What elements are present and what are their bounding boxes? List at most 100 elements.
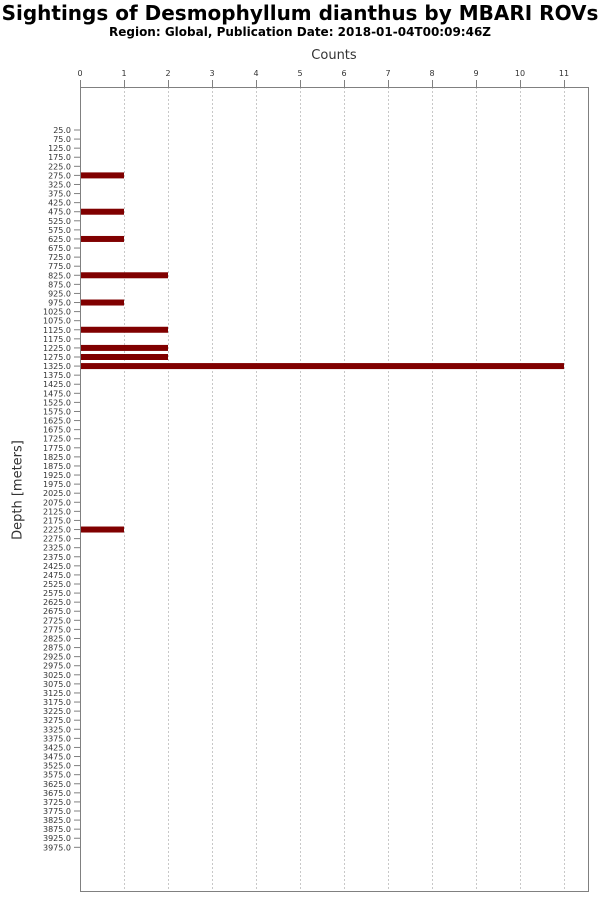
y-tick-label: 25.0	[53, 126, 71, 135]
y-tick-label: 2075.0	[43, 498, 71, 507]
y-tick-label: 2775.0	[43, 625, 71, 634]
y-tick-label: 2575.0	[43, 589, 71, 598]
bar	[80, 299, 124, 306]
x-tick-label: 0	[77, 69, 82, 78]
y-tick-label: 1525.0	[43, 398, 71, 407]
y-tick-label: 2175.0	[43, 516, 71, 525]
y-tick-label: 1775.0	[43, 444, 71, 453]
y-tick-label: 1625.0	[43, 417, 71, 426]
bar	[80, 208, 124, 215]
y-tick-label: 3475.0	[43, 753, 71, 762]
bar	[80, 354, 168, 360]
y-tick-label: 3825.0	[43, 816, 71, 825]
y-tick-label: 225.0	[48, 162, 71, 171]
y-tick-label: 2375.0	[43, 553, 71, 562]
y-tick-label: 1325.0	[43, 362, 71, 371]
y-tick-label: 875.0	[48, 280, 71, 289]
x-tick-label: 2	[165, 69, 170, 78]
y-tick-label: 3425.0	[43, 743, 71, 752]
y-tick-label: 1375.0	[43, 371, 71, 380]
y-tick-label: 1475.0	[43, 389, 71, 398]
bar	[80, 326, 168, 333]
y-tick-label: 1925.0	[43, 471, 71, 480]
chart-subtitle: Region: Global, Publication Date: 2018-0…	[108, 25, 492, 39]
y-tick-label: 2725.0	[43, 616, 71, 625]
y-tick-label: 2975.0	[43, 662, 71, 671]
y-tick-label: 2275.0	[43, 535, 71, 544]
y-tick-label: 2475.0	[43, 571, 71, 580]
y-tick-label: 3325.0	[43, 725, 71, 734]
y-tick-label: 2675.0	[43, 607, 71, 616]
x-tick-label: 4	[253, 69, 258, 78]
bar	[80, 344, 168, 351]
y-tick-label: 1025.0	[43, 308, 71, 317]
y-tick-label: 3925.0	[43, 834, 71, 843]
bar	[80, 172, 124, 179]
x-tick-label: 1	[121, 69, 126, 78]
y-tick-label: 2125.0	[43, 507, 71, 516]
y-tick-label: 1825.0	[43, 453, 71, 462]
y-tick-label: 775.0	[48, 262, 71, 271]
y-tick-label: 925.0	[48, 289, 71, 298]
y-tick-label: 275.0	[48, 171, 71, 180]
y-tick-label: 75.0	[53, 135, 71, 144]
y-tick-label: 575.0	[48, 226, 71, 235]
bar	[80, 272, 168, 279]
grid-lines	[124, 87, 565, 891]
x-tick-label: 8	[429, 69, 434, 78]
y-tick-label: 1725.0	[43, 435, 71, 444]
y-tick-label: 3375.0	[43, 734, 71, 743]
y-tick-label: 3875.0	[43, 825, 71, 834]
y-tick-label: 3025.0	[43, 671, 71, 680]
chart-title: Sightings of Desmophyllum dianthus by MB…	[1, 1, 599, 25]
y-tick-label: 1225.0	[43, 344, 71, 353]
y-tick-label: 3625.0	[43, 780, 71, 789]
x-tick-label: 7	[385, 69, 390, 78]
bar	[80, 363, 564, 370]
y-tick-label: 3725.0	[43, 798, 71, 807]
bar	[80, 235, 124, 242]
y-ticks: 25.075.0125.0175.0225.0275.0325.0375.042…	[43, 126, 80, 852]
y-tick-label: 3075.0	[43, 680, 71, 689]
y-tick-label: 475.0	[48, 208, 71, 217]
y-tick-label: 2325.0	[43, 544, 71, 553]
y-tick-label: 975.0	[48, 299, 71, 308]
y-tick-label: 2825.0	[43, 634, 71, 643]
y-tick-label: 625.0	[48, 235, 71, 244]
y-tick-label: 1275.0	[43, 353, 71, 362]
x-tick-label: 6	[341, 69, 346, 78]
y-tick-label: 2525.0	[43, 580, 71, 589]
x-tick-label: 3	[209, 69, 214, 78]
y-tick-label: 3225.0	[43, 707, 71, 716]
y-tick-label: 175.0	[48, 153, 71, 162]
y-tick-label: 725.0	[48, 253, 71, 262]
y-tick-label: 1575.0	[43, 407, 71, 416]
y-tick-label: 425.0	[48, 199, 71, 208]
y-tick-label: 1875.0	[43, 462, 71, 471]
x-tick-label: 10	[515, 69, 525, 78]
y-tick-label: 1125.0	[43, 326, 71, 335]
y-tick-label: 3675.0	[43, 789, 71, 798]
y-tick-label: 2925.0	[43, 653, 71, 662]
x-tick-label: 9	[473, 69, 478, 78]
y-tick-label: 3575.0	[43, 771, 71, 780]
y-tick-label: 2425.0	[43, 562, 71, 571]
y-tick-label: 2025.0	[43, 489, 71, 498]
y-tick-label: 125.0	[48, 144, 71, 153]
y-tick-label: 1675.0	[43, 426, 71, 435]
bar	[80, 526, 124, 533]
y-tick-label: 3275.0	[43, 716, 71, 725]
y-tick-label: 825.0	[48, 271, 71, 280]
x-axis-label: Counts	[311, 48, 357, 63]
x-tick-label: 11	[559, 69, 569, 78]
y-tick-label: 2225.0	[43, 526, 71, 535]
y-tick-label: 1075.0	[43, 317, 71, 326]
y-tick-label: 1425.0	[43, 380, 71, 389]
y-tick-label: 675.0	[48, 244, 71, 253]
y-tick-label: 3175.0	[43, 698, 71, 707]
y-tick-label: 3125.0	[43, 689, 71, 698]
y-tick-label: 3975.0	[43, 843, 71, 852]
y-tick-label: 1975.0	[43, 480, 71, 489]
y-tick-label: 3525.0	[43, 762, 71, 771]
